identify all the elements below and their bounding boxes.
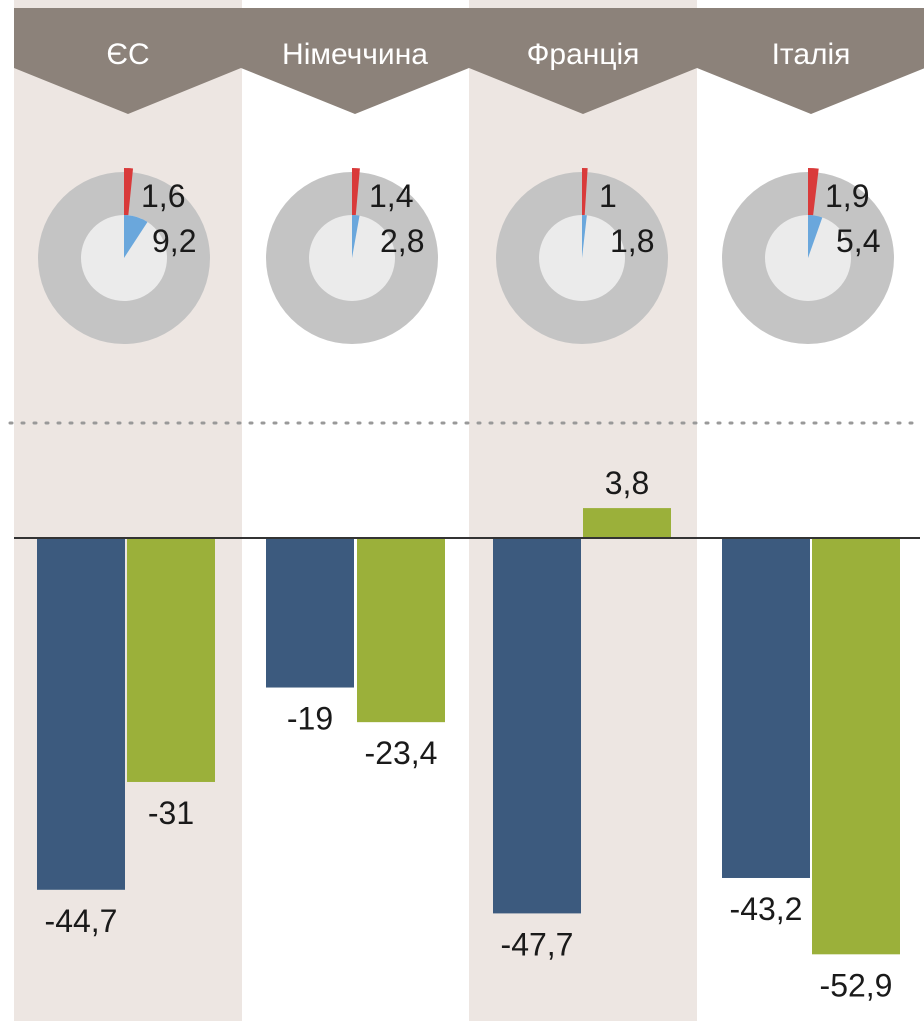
blue-slice-label: 5,4 [836, 223, 880, 259]
red-slice-label: 1,6 [141, 178, 185, 214]
blue-slice [582, 215, 587, 258]
bar-navy-label: -47,7 [501, 926, 574, 962]
bar-green [583, 508, 671, 538]
red-slice-label: 1,4 [369, 178, 413, 214]
red-slice [352, 168, 360, 216]
bar-green-label: 3,8 [605, 465, 649, 501]
bar-navy [493, 538, 581, 914]
bar-green [127, 538, 215, 782]
blue-slice [808, 215, 823, 258]
bar-navy [722, 538, 810, 878]
blue-slice-label: 9,2 [152, 223, 196, 259]
red-slice-label: 1 [599, 178, 617, 214]
red-slice [808, 168, 819, 216]
bar-navy-label: -43,2 [730, 891, 803, 927]
bar-navy-label: -19 [287, 701, 333, 737]
column-header-label: Італія [772, 38, 851, 71]
bar-green-label: -52,9 [820, 967, 893, 1003]
bar-green-label: -31 [148, 795, 194, 831]
blue-slice [352, 215, 360, 258]
bar-green [357, 538, 445, 723]
column-header-label: ЄС [106, 38, 149, 71]
red-slice-label: 1,9 [825, 178, 869, 214]
red-slice [124, 168, 134, 216]
bar-navy [266, 538, 354, 688]
column-header-label: Франція [527, 38, 640, 71]
header-banner [14, 8, 924, 114]
column-header-label: Німеччина [282, 38, 428, 71]
bar-navy-label: -44,7 [45, 903, 118, 939]
bar-green-label: -23,4 [365, 735, 438, 771]
blue-slice [124, 215, 148, 258]
red-slice [582, 168, 588, 216]
blue-slice-label: 1,8 [610, 223, 654, 259]
bar-navy [37, 538, 125, 890]
bar-green [812, 538, 900, 955]
blue-slice-label: 2,8 [380, 223, 424, 259]
